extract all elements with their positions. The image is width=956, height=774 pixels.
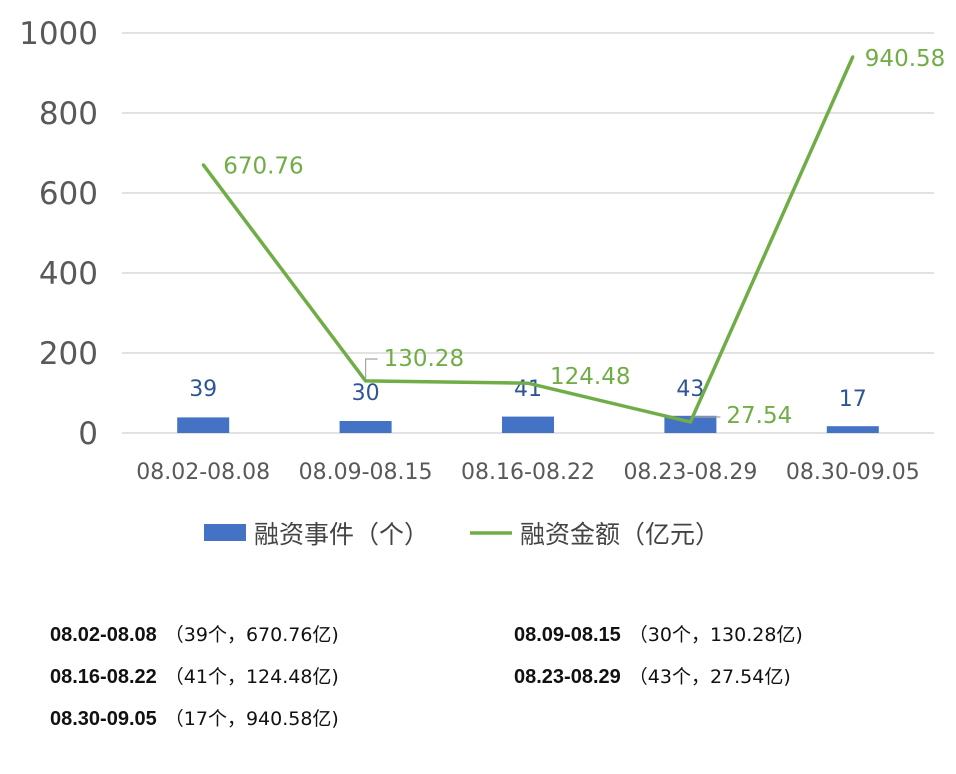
y-tick-label: 200 <box>39 336 98 372</box>
note-period: 08.09-08.15 <box>514 624 621 646</box>
leader-line <box>365 358 378 379</box>
note-period: 08.23-08.29 <box>514 666 621 688</box>
legend: 融资事件（个） 融资金额（亿元） <box>204 520 720 549</box>
line-data-label: 670.76 <box>223 154 303 180</box>
line-point <box>526 381 530 385</box>
legend-label-line: 融资金额（亿元） <box>520 520 720 549</box>
note-item: 08.16-08.22 （41个，124.48亿) <box>50 662 339 689</box>
note-detail: （41个，124.48亿) <box>164 666 339 688</box>
bar <box>826 426 879 433</box>
bar <box>339 421 392 433</box>
y-axis: 0 200 400 600 800 1000 <box>19 16 98 452</box>
x-tick-label: 08.30-09.05 <box>786 460 920 485</box>
note-item: 08.02-08.08 （39个，670.76亿) <box>50 620 339 647</box>
line-point <box>201 163 205 167</box>
line-data-label: 124.48 <box>550 364 630 390</box>
line-data-label: 940.58 <box>865 46 945 72</box>
line-point <box>851 55 855 59</box>
x-tick-label: 08.02-08.08 <box>136 460 270 485</box>
bar-data-label: 41 <box>514 377 542 402</box>
grid-lines <box>122 32 934 434</box>
y-tick-label: 0 <box>78 416 98 452</box>
line-data-label: 27.54 <box>726 403 792 429</box>
line-series: 670.76 130.28 124.48 27.54 940.58 <box>201 46 945 429</box>
x-axis: 08.02-08.08 08.09-08.15 08.16-08.22 08.23-0… <box>136 460 920 485</box>
bar-data-label: 17 <box>839 387 867 412</box>
x-tick-label: 08.09-08.15 <box>299 460 433 485</box>
line-point <box>688 420 692 424</box>
note-period: 08.30-09.05 <box>50 708 157 730</box>
summary-notes: 08.02-08.08 （39个，670.76亿) 08.09-08.15 （30个… <box>0 600 956 774</box>
y-tick-label: 800 <box>39 96 98 132</box>
bar <box>502 416 554 433</box>
x-tick-label: 08.16-08.22 <box>461 460 595 485</box>
y-tick-label: 600 <box>39 176 98 212</box>
line-path <box>201 56 855 424</box>
note-item: 08.09-08.15 （30个，130.28亿) <box>514 620 803 647</box>
line-data-label: 130.28 <box>384 346 464 372</box>
bar-series: 39 30 41 43 17 <box>177 377 879 433</box>
note-detail: （17个，940.58亿) <box>164 708 339 730</box>
bar <box>177 417 230 433</box>
note-detail: （39个，670.76亿) <box>164 624 339 646</box>
note-detail: （30个，130.28亿) <box>628 624 803 646</box>
y-tick-label: 400 <box>39 256 98 292</box>
line-point <box>364 379 368 383</box>
legend-label-bar: 融资事件（个） <box>254 520 429 549</box>
bar-data-label: 39 <box>189 377 217 402</box>
bar-data-label: 30 <box>352 381 380 406</box>
x-tick-label: 08.23-08.29 <box>623 460 757 485</box>
note-item: 08.30-09.05 （17个，940.58亿) <box>50 704 339 731</box>
note-period: 08.02-08.08 <box>50 624 157 646</box>
note-period: 08.16-08.22 <box>50 666 157 688</box>
note-detail: （43个，27.54亿) <box>628 666 791 688</box>
note-item: 08.23-08.29 （43个，27.54亿) <box>514 662 791 689</box>
legend-swatch-bar <box>204 524 246 541</box>
y-tick-label: 1000 <box>19 16 98 52</box>
